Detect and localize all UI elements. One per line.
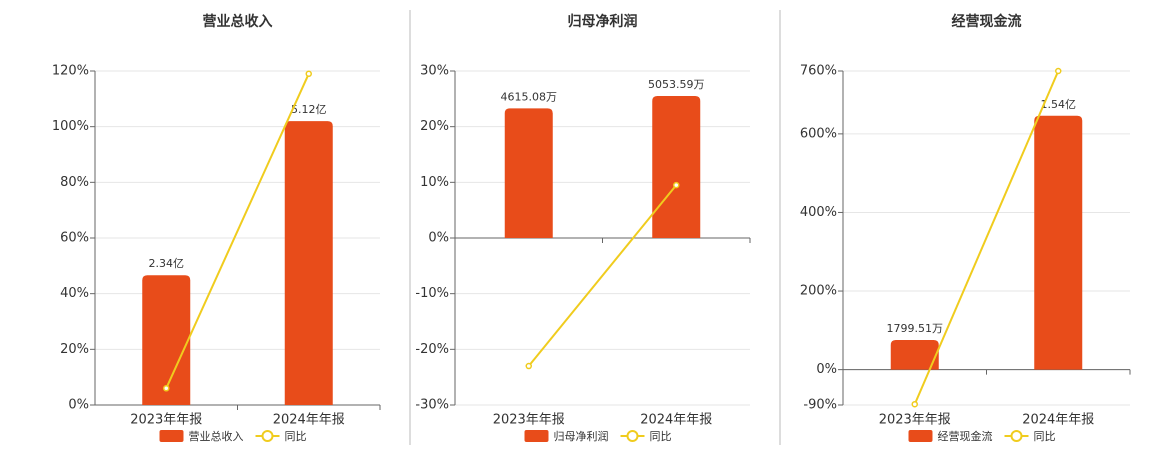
chart-title: 归母净利润 [568,13,638,30]
data-label: 2.34亿 [149,257,185,270]
line [527,184,678,367]
x-tick-label: 2024年年报 [640,413,712,428]
legend-label: 归母净利润 [554,429,609,443]
y-tick-label: 10% [420,175,449,190]
data-label: 1799.51万 [887,322,944,335]
line [165,73,310,389]
y-tick-label: 20% [420,119,449,134]
y-tick-label: 0% [816,362,837,377]
point [163,385,170,392]
y-tick-label: 200% [800,284,837,299]
legend-label: 同比 [650,430,672,443]
legend-label: 同比 [285,430,307,443]
x-tick-label: 2024年年报 [273,413,345,428]
bar [1034,115,1083,370]
y-tick-label: 0% [428,231,449,246]
legend-swatch [524,430,549,442]
y-tick-label: 20% [60,342,89,357]
line [913,70,1060,405]
y-tick-label: -30% [415,398,449,413]
legend-swatch [1010,430,1023,442]
chart-title: 营业总收入 [203,13,273,30]
bar [142,275,191,405]
y-tick-label: 100% [52,119,89,134]
y-tick-label: 40% [60,286,89,301]
x-tick-label: 2023年年报 [879,413,951,428]
data-label: 4615.08万 [501,90,558,103]
legend-label: 经营现金流 [938,429,993,443]
legend-swatch [159,430,184,442]
legend-swatch [261,430,274,442]
legend-label: 营业总收入 [189,429,244,443]
y-tick-label: 80% [60,175,89,190]
x-tick-label: 2024年年报 [1022,413,1094,428]
y-tick-label: 120% [52,64,89,79]
y-tick-label: 760% [800,64,837,79]
y-tick-label: 600% [800,126,837,141]
y-tick-label: 60% [60,231,89,246]
legend-swatch [626,430,639,442]
legend-swatch [908,430,933,442]
bar [652,96,701,238]
y-tick-label: -20% [415,342,449,357]
chart-title: 经营现金流 [952,13,1022,30]
data-label: 1.54亿 [1041,98,1077,111]
point [525,362,532,370]
data-label: 5.12亿 [291,103,327,116]
y-tick-label: 30% [420,64,449,79]
legend-label: 同比 [1034,430,1056,443]
data-label: 5053.59万 [648,78,705,91]
bar [890,339,939,370]
bar [284,121,333,405]
x-tick-label: 2023年年报 [130,413,202,428]
y-tick-label: -90% [803,398,837,413]
bar [504,108,553,238]
y-tick-label: -10% [415,286,449,301]
y-tick-label: 400% [800,205,837,220]
point [305,70,312,78]
x-tick-label: 2023年年报 [493,413,565,428]
point [1055,67,1062,75]
point [911,400,918,408]
point [673,181,680,189]
y-tick-label: 0% [68,398,89,413]
